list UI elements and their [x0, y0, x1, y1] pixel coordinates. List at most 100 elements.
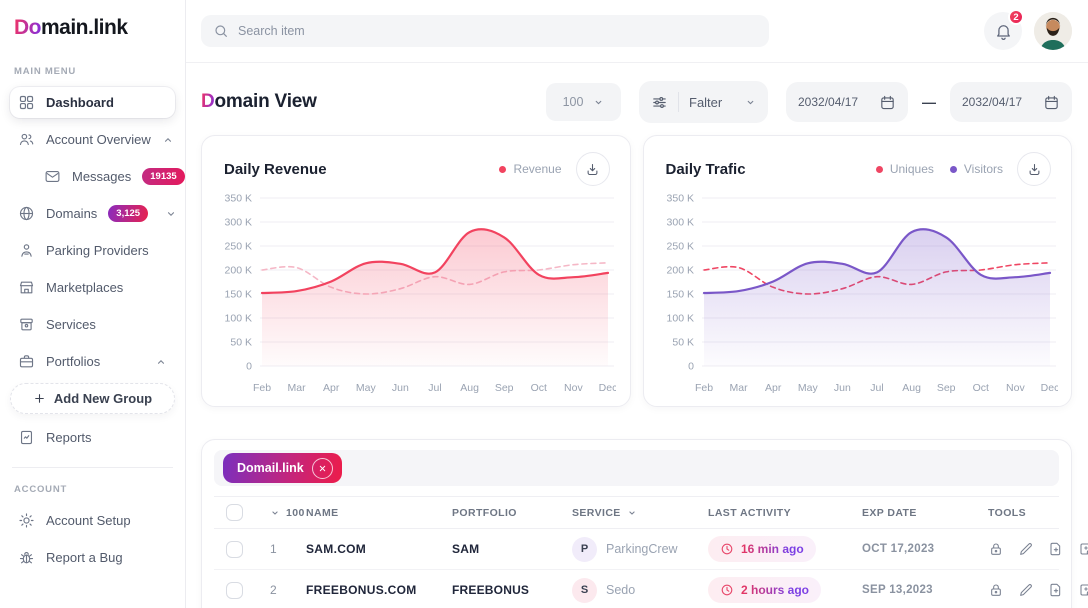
file-plus-icon[interactable]	[1048, 541, 1064, 557]
svg-text:Oct: Oct	[531, 382, 547, 394]
sidebar-item-messages[interactable]: Messages 19135	[10, 161, 185, 192]
last-activity-badge: 2 hours ago	[708, 577, 822, 603]
chevron-up-icon[interactable]	[162, 134, 174, 146]
mail-icon	[44, 168, 61, 185]
svg-text:Apr: Apr	[765, 382, 782, 394]
row-number: 1	[270, 542, 277, 556]
sidebar-item-dashboard[interactable]: Dashboard	[10, 87, 175, 118]
column-exp-date: EXP DATE	[862, 506, 917, 519]
edit-pencil-icon[interactable]	[1018, 541, 1034, 557]
chevron-down-icon[interactable]	[165, 208, 177, 220]
chevron-down-icon[interactable]	[627, 508, 637, 518]
lock-icon[interactable]	[988, 541, 1004, 557]
chevron-up-icon[interactable]	[155, 356, 167, 368]
filter-dropdown[interactable]: Falter	[639, 81, 768, 123]
filter-chip-label: Domail.link	[237, 461, 304, 475]
exp-date: OCT 17,2023	[862, 543, 935, 555]
notifications-button[interactable]: 2	[984, 9, 1024, 50]
note-plus-icon[interactable]	[1078, 582, 1088, 598]
svg-text:Sep: Sep	[495, 382, 514, 394]
column-name: NAME	[306, 506, 339, 519]
sidebar-item-parking-providers[interactable]: Parking Providers	[10, 235, 175, 266]
page-title: Domain View	[201, 91, 317, 113]
page-size-dropdown[interactable]: 100	[546, 83, 621, 121]
sidebar-item-label: Services	[46, 317, 96, 332]
sidebar-divider	[12, 467, 173, 468]
date-from-picker[interactable]: 2032/04/17	[786, 82, 908, 122]
download-icon	[585, 162, 600, 177]
last-activity-badge: 16 min ago	[708, 536, 816, 562]
clock-icon	[720, 583, 734, 597]
filter-chip[interactable]: Domail.link	[223, 453, 342, 483]
search-input[interactable]	[238, 24, 757, 38]
svg-text:Dec: Dec	[599, 382, 616, 394]
svg-text:250 K: 250 K	[225, 241, 252, 253]
divider	[678, 92, 679, 112]
portfolio-name: SAM	[452, 542, 480, 556]
row-checkbox[interactable]	[226, 540, 243, 558]
legend-dot	[949, 165, 957, 173]
download-chart-button[interactable]	[575, 152, 610, 186]
main-menu-section-label: MAIN MENU	[14, 66, 77, 77]
svg-text:Feb: Feb	[694, 382, 712, 394]
sidebar-item-services[interactable]: Services	[10, 309, 175, 340]
search-icon	[213, 23, 229, 39]
svg-text:Aug: Aug	[902, 382, 921, 394]
calendar-icon	[1043, 94, 1060, 111]
note-plus-icon[interactable]	[1078, 541, 1088, 557]
svg-text:300 K: 300 K	[225, 217, 252, 229]
legend-label: Visitors	[963, 162, 1003, 176]
svg-text:300 K: 300 K	[666, 217, 693, 229]
logo-prefix: Do	[14, 16, 42, 39]
sidebar-item-domains[interactable]: Domains 3,125	[10, 198, 175, 229]
content: Domain View 100 Falter 2032/04/17	[186, 63, 1088, 608]
storefront-icon	[18, 279, 35, 296]
svg-text:Nov: Nov	[1006, 382, 1025, 394]
user-avatar[interactable]	[1034, 12, 1072, 50]
daily-revenue-chart: 350 K 300 K 250 K 200 K 150 K 100 K 50 K 0 Feb Ma…	[216, 188, 618, 400]
add-new-group-button[interactable]: Add New Group	[10, 383, 175, 414]
row-checkbox[interactable]	[226, 581, 243, 599]
domains-table-card: Domail.link 100 NAME PORTFOLIO SERVICE	[201, 439, 1088, 608]
svg-text:0: 0	[246, 361, 252, 373]
svg-text:350 K: 350 K	[225, 193, 252, 205]
sidebar-item-label: Parking Providers	[46, 243, 149, 258]
sidebar-item-account-setup[interactable]: Account Setup	[10, 505, 175, 536]
svg-text:150 K: 150 K	[225, 289, 252, 301]
portfolio-name: FREEBONUS	[452, 583, 530, 597]
logo-suffix: main.link	[41, 16, 128, 39]
topbar: 2	[186, 0, 1088, 63]
sidebar-item-report-a-bug[interactable]: Report a Bug	[10, 542, 175, 573]
main-area: 2 Domain View 100 Falte	[186, 0, 1088, 608]
remove-filter-button[interactable]	[311, 457, 333, 479]
last-activity-text: 2 hours ago	[741, 583, 810, 597]
svg-text:50 K: 50 K	[230, 337, 252, 349]
file-plus-icon[interactable]	[1048, 582, 1064, 598]
sidebar-item-reports[interactable]: Reports	[10, 422, 175, 453]
download-chart-button[interactable]	[1017, 152, 1051, 186]
topbar-right: 2	[984, 9, 1072, 50]
service-name: Sedo	[606, 583, 636, 597]
legend-label: Revenue	[513, 162, 562, 176]
sidebar-item-label: Account Overview	[46, 132, 151, 147]
date-to-picker[interactable]: 2032/04/17	[950, 82, 1072, 122]
sidebar-item-account-overview[interactable]: Account Overview	[10, 124, 175, 155]
chevron-down-icon[interactable]	[270, 508, 280, 518]
service-name: ParkingCrew	[606, 542, 678, 556]
column-service: SERVICE	[572, 506, 621, 519]
table-header-row: 100 NAME PORTFOLIO SERVICE LAST ACTIVITY…	[214, 496, 1059, 529]
select-all-checkbox[interactable]	[226, 504, 243, 521]
table-row[interactable]: 2 FREEBONUS.COM FREEBONUS S Sedo 2 hours…	[214, 570, 1088, 608]
svg-text:Sep: Sep	[936, 382, 955, 394]
sidebar-item-marketplaces[interactable]: Marketplaces	[10, 272, 175, 303]
date-to-value: 2032/04/17	[962, 95, 1023, 109]
lock-icon[interactable]	[988, 582, 1004, 598]
table-row[interactable]: 1 SAM.COM SAM P ParkingCrew 16 min ago O…	[214, 529, 1088, 570]
bell-icon	[994, 22, 1013, 41]
sidebar-item-portfolios[interactable]: Portfolios	[10, 346, 175, 377]
search-box[interactable]	[201, 15, 769, 47]
edit-pencil-icon[interactable]	[1018, 582, 1034, 598]
domains-count-badge: 3,125	[108, 205, 149, 222]
